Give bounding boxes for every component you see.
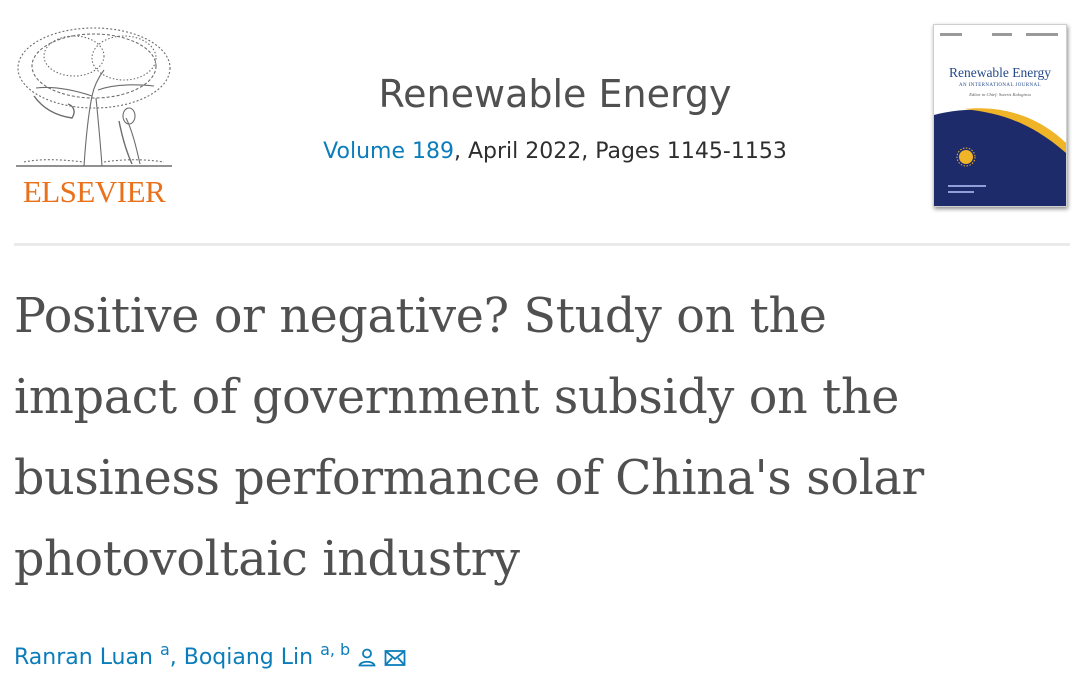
elsevier-logo[interactable]: [14, 26, 174, 208]
title-line: photovoltaic industry: [14, 532, 520, 587]
author-separator: ,: [169, 645, 184, 670]
volume-link[interactable]: Volume 189: [323, 139, 454, 164]
issue-info: Volume 189, April 2022, Pages 1145-1153: [270, 139, 840, 164]
journal-cover-image[interactable]: Renewable Energy AN INTERNATIONAL JOURNA…: [933, 24, 1067, 207]
author-link[interactable]: Ranran Luan: [14, 645, 153, 670]
issue-details: , April 2022, Pages 1145-1153: [453, 139, 787, 164]
article-title: Positive or negative? Study on the impac…: [14, 276, 1074, 600]
cover-editor: Editor in Chief: Soteris Kalogirou: [969, 92, 1031, 97]
author-affiliation[interactable]: a: [159, 640, 170, 659]
header-divider: [14, 243, 1070, 246]
author-list: Ranran Luan a, Boqiang Lin a, b: [14, 640, 406, 673]
title-line: Positive or negative? Study on the: [14, 289, 827, 344]
elsevier-wordmark: ELSEVIER: [22, 174, 166, 209]
cover-subtitle: AN INTERNATIONAL JOURNAL: [959, 83, 1041, 88]
journal-title-link[interactable]: Renewable Energy: [378, 72, 732, 116]
title-line: business performance of China's solar: [14, 451, 924, 506]
cover-title: Renewable Energy: [948, 65, 1052, 80]
cover-header-rule: [940, 33, 1060, 39]
person-icon[interactable]: [357, 647, 377, 673]
title-line: impact of government subsidy on the: [14, 370, 900, 425]
cover-artwork: [934, 108, 1066, 206]
elsevier-tree-icon: [16, 27, 172, 167]
envelope-icon[interactable]: [384, 648, 406, 673]
author-link[interactable]: Boqiang Lin: [183, 645, 314, 670]
author-affiliation[interactable]: a, b: [320, 640, 351, 659]
